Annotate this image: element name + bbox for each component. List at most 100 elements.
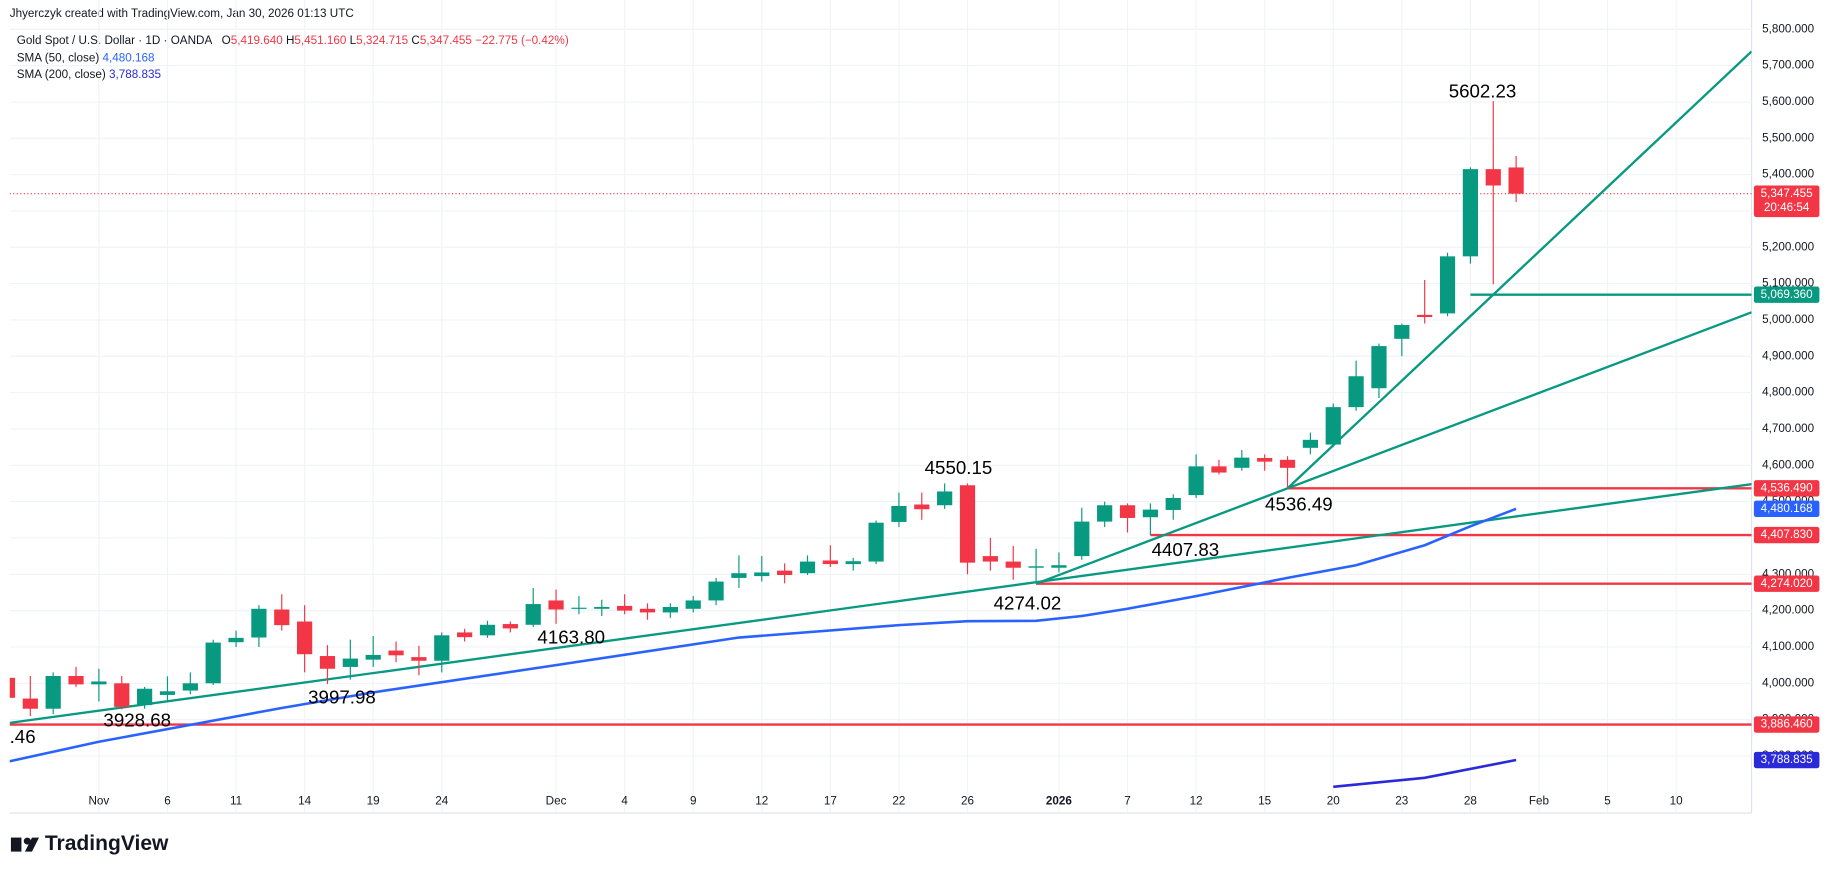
credit: Jhyerczyk created with TradingView.com, … [10, 7, 354, 20]
candle-body [1462, 169, 1479, 257]
price-badge-label: 4,480.168 [1761, 502, 1813, 515]
x-tick-label: 23 [1395, 794, 1408, 807]
brand-name: TradingView [45, 832, 169, 855]
candle-body [159, 691, 176, 695]
candle-body [708, 581, 724, 601]
candle-body [1279, 459, 1296, 468]
candle-body [274, 609, 290, 626]
candle-body [502, 624, 518, 629]
candle-body [937, 491, 953, 506]
candle-body [205, 642, 221, 684]
candle-body [1119, 505, 1136, 518]
candle-body [1005, 561, 1021, 568]
ohlc-key: H [286, 34, 294, 47]
price-annotation: 4536.49 [1265, 493, 1333, 514]
x-tick-label: 11 [230, 794, 242, 807]
ohlc-value: 5,324.715 [356, 34, 408, 47]
candle-body [1074, 521, 1090, 557]
countdown-label: 20:46:54 [1764, 201, 1810, 214]
candle-body [525, 604, 541, 625]
x-tick-label: 17 [824, 794, 837, 807]
y-tick-label: 5,800.000 [1762, 22, 1814, 35]
x-tick-label: 4 [621, 794, 628, 807]
candle-body [342, 658, 358, 667]
x-tick-label: 12 [755, 794, 768, 807]
price-badge [1753, 286, 1820, 303]
candle-body [411, 657, 427, 661]
candle-body [91, 681, 107, 685]
candle-body [137, 688, 153, 706]
price-annotation: .46 [10, 726, 36, 747]
price-annotation: 4550.15 [925, 457, 993, 478]
candle-body [1188, 466, 1204, 496]
x-tick-label: 28 [1464, 794, 1477, 807]
x-tick-label: 6 [164, 794, 171, 807]
price-badge [1753, 716, 1820, 733]
ohlc-key: C [411, 34, 419, 47]
candle-body [1097, 505, 1113, 522]
y-tick-label: 4,200.000 [1762, 604, 1814, 617]
y-tick-label: 4,900.000 [1762, 349, 1814, 362]
x-tick-label: Dec [546, 794, 567, 807]
ohlc-value: 5,347.455 [420, 34, 472, 47]
price-annotation: 4163.80 [537, 627, 605, 648]
candle-body [22, 698, 38, 709]
candle-body [914, 504, 930, 510]
candle-body [777, 570, 793, 576]
candle-body [1051, 565, 1067, 568]
price-annotation: 4274.02 [994, 593, 1062, 614]
candle-body [1348, 376, 1364, 408]
candle-body [891, 505, 907, 522]
legend-row: SMA (200, close) 3,788.835 [17, 68, 162, 81]
candle-body [182, 683, 198, 691]
price-badge-label: 3,788.835 [1761, 753, 1813, 766]
candle-body [822, 560, 838, 565]
price-badge-label: 4,536.490 [1761, 481, 1813, 494]
candle-body [251, 608, 267, 638]
price-annotation: 3997.98 [308, 686, 376, 707]
legend-ohlc: O5,419.640 H5,451.160 L5,324.715 C5,347.… [222, 34, 569, 47]
price-badge [1753, 500, 1820, 518]
candle-body [571, 607, 587, 609]
candle-body [1142, 509, 1158, 518]
candle-body [594, 606, 610, 609]
grid [9, 0, 1752, 814]
price-annotation: 4407.83 [1152, 539, 1220, 560]
candle-body [297, 621, 313, 655]
candle-body [754, 572, 770, 577]
candle-body [1257, 458, 1273, 462]
price-badge-label: 3,886.460 [1761, 718, 1813, 731]
price-badge [1753, 526, 1820, 544]
y-tick-label: 5,100.000 [1762, 277, 1814, 290]
candle-body [434, 635, 450, 661]
candle-body [639, 608, 656, 613]
ohlc-key: O [222, 34, 231, 47]
x-tick-label: 24 [435, 794, 449, 807]
logo-mark [24, 837, 39, 852]
candle-body [959, 485, 976, 563]
candle-body [1165, 497, 1181, 510]
candle-body [68, 676, 84, 685]
legend-row: SMA (50, close) 4,480.168 [17, 52, 155, 65]
y-tick-label: 4,100.000 [1762, 640, 1814, 653]
price-badge-label: 4,407.830 [1761, 528, 1813, 541]
y-tick-label: 5,600.000 [1762, 95, 1814, 108]
logo-mark [23, 837, 31, 845]
candle-body [228, 637, 244, 643]
candle-body [9, 677, 16, 698]
x-tick-label: Feb [1529, 794, 1550, 807]
candle-body [365, 654, 381, 660]
x-tick-label: 14 [298, 794, 312, 807]
indicator-name: SMA (200, close) [17, 68, 106, 81]
logo-mark [10, 837, 22, 852]
candle-body [1325, 407, 1341, 445]
sma-line [9, 507, 1517, 763]
x-tick-label: 7 [1124, 794, 1131, 807]
x-tick-label: 10 [1670, 794, 1683, 807]
y-tick-label: 4,700.000 [1762, 422, 1814, 435]
y-tick-label: 4,000.000 [1762, 676, 1814, 689]
candle-body [731, 573, 747, 578]
candle-body [1211, 466, 1227, 473]
